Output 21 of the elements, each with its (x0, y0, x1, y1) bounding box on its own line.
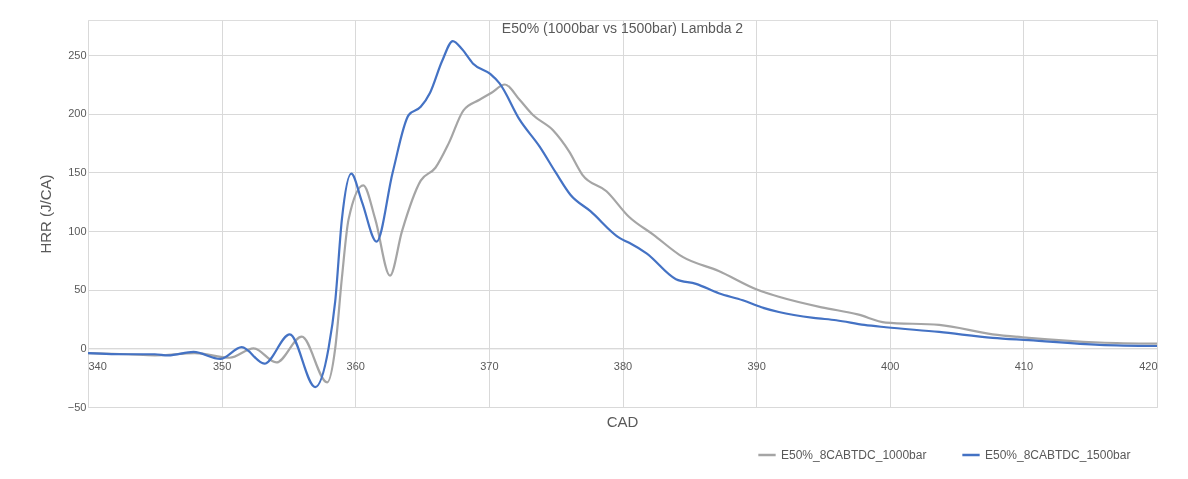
legend-label: E50%_8CABTDC_1000bar (781, 448, 927, 462)
x-tick-label: 390 (747, 359, 766, 372)
x-tick-label: 400 (881, 359, 900, 372)
x-tick-label: 370 (480, 359, 499, 372)
y-axis-title: HRR (J/CA) (36, 174, 54, 254)
y-tick-label: 200 (68, 107, 87, 120)
y-tick-label: 150 (68, 165, 87, 178)
x-tick-label: 420 (1139, 359, 1158, 372)
x-axis-title: CAD (606, 413, 639, 430)
x-tick-label: 350 (212, 359, 232, 372)
y-tick-label: −50 (67, 400, 87, 413)
y-tick-label: 250 (68, 48, 87, 61)
y-tick-label: 100 (68, 224, 87, 237)
y-tick-label: 50 (74, 283, 87, 296)
y-tick-label: 0 (80, 341, 87, 354)
legend-label: E50%_8CABTDC_1500bar (985, 448, 1131, 462)
x-tick-label: 360 (346, 359, 365, 372)
x-tick-label: 340 (88, 359, 107, 372)
x-tick-label: 410 (1014, 359, 1034, 372)
x-tick-label: 380 (613, 359, 633, 372)
chart-title: E50% (1000bar vs 1500bar) Lambda 2 (501, 20, 744, 36)
